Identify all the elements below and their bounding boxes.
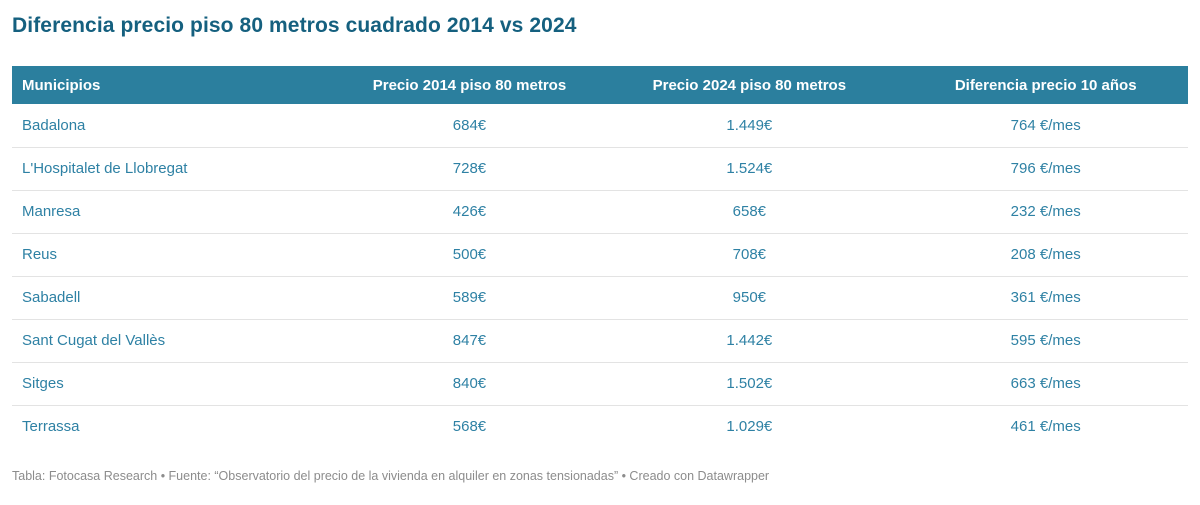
cell-precio-2024: 1.442€ <box>595 318 904 362</box>
table-header: Municipios Precio 2014 piso 80 metros Pr… <box>12 66 1188 104</box>
cell-municipio: Manresa <box>12 189 344 233</box>
cell-diferencia: 208 €/mes <box>903 232 1188 276</box>
cell-municipio: Badalona <box>22 116 86 134</box>
table-row: Terrassa 568€ 1.029€ 461 €/mes <box>12 404 1188 448</box>
cell-precio-2014: 728€ <box>343 146 596 190</box>
attribution-footer: Tabla: Fotocasa Research • Fuente: “Obse… <box>12 469 770 483</box>
page-title: Diferencia precio piso 80 metros cuadrad… <box>12 14 577 37</box>
table-row: Sabadell 589€ 950€ 361 €/mes <box>12 275 1188 319</box>
cell-precio-2024: 1.524€ <box>595 146 904 190</box>
table-row: Sant Cugat del Vallès 847€ 1.442€ 595 €/… <box>12 318 1188 362</box>
cell-diferencia: 764 €/mes <box>1010 116 1081 134</box>
cell-municipio: L'Hospitalet de Llobregat <box>12 146 344 190</box>
cell-precio-2014: 426€ <box>343 189 596 233</box>
cell-precio-2024: 1.029€ <box>595 404 904 448</box>
cell-diferencia: 361 €/mes <box>903 275 1188 319</box>
cell-municipio: Sabadell <box>12 275 344 319</box>
header-row: Municipios Precio 2014 piso 80 metros Pr… <box>12 66 1188 104</box>
cell-precio-2024: 1.502€ <box>595 361 904 405</box>
table-row: L'Hospitalet de Llobregat 728€ 1.524€ 79… <box>12 146 1188 190</box>
cell-diferencia: 461 €/mes <box>903 404 1188 448</box>
cell-precio-2014: 847€ <box>343 318 596 362</box>
cell-precio-2024: 950€ <box>595 275 904 319</box>
table-row: Sitges 840€ 1.502€ 663 €/mes <box>12 361 1188 405</box>
cell-municipio: Sitges <box>12 361 344 405</box>
cell-diferencia: 595 €/mes <box>903 318 1188 362</box>
cell-precio-2024: 658€ <box>595 189 904 233</box>
column-header-precio-2014[interactable]: Precio 2014 piso 80 metros <box>343 66 596 104</box>
cell-precio-2024: 1.449€ <box>726 116 773 134</box>
cell-municipio: Reus <box>12 232 344 276</box>
cell-diferencia: 232 €/mes <box>903 189 1188 233</box>
cell-precio-2014: 568€ <box>343 404 596 448</box>
cell-precio-2014: 684€ <box>452 116 487 134</box>
cell-diferencia: 663 €/mes <box>903 361 1188 405</box>
cell-diferencia: 796 €/mes <box>903 146 1188 190</box>
table-row: Badalona 684€ 1.449€ 764 €/mes <box>12 104 1188 147</box>
cell-municipio: Sant Cugat del Vallès <box>12 318 344 362</box>
cell-precio-2014: 589€ <box>343 275 596 319</box>
cell-precio-2014: 500€ <box>343 232 596 276</box>
column-header-municipios[interactable]: Municipios <box>12 66 344 104</box>
cell-municipio: Terrassa <box>12 404 344 448</box>
cell-precio-2024: 708€ <box>595 232 904 276</box>
price-difference-table: Municipios Precio 2014 piso 80 metros Pr… <box>12 66 1188 448</box>
table-row: Manresa 426€ 658€ 232 €/mes <box>12 189 1188 233</box>
table-row: Reus 500€ 708€ 208 €/mes <box>12 232 1188 276</box>
page: Diferencia precio piso 80 metros cuadrad… <box>0 12 1200 484</box>
column-header-precio-2024[interactable]: Precio 2024 piso 80 metros <box>595 66 904 104</box>
table-body: Badalona 684€ 1.449€ 764 €/mes L'Hospita… <box>12 104 1188 448</box>
cell-precio-2014: 840€ <box>343 361 596 405</box>
column-header-diferencia[interactable]: Diferencia precio 10 años <box>903 66 1188 104</box>
